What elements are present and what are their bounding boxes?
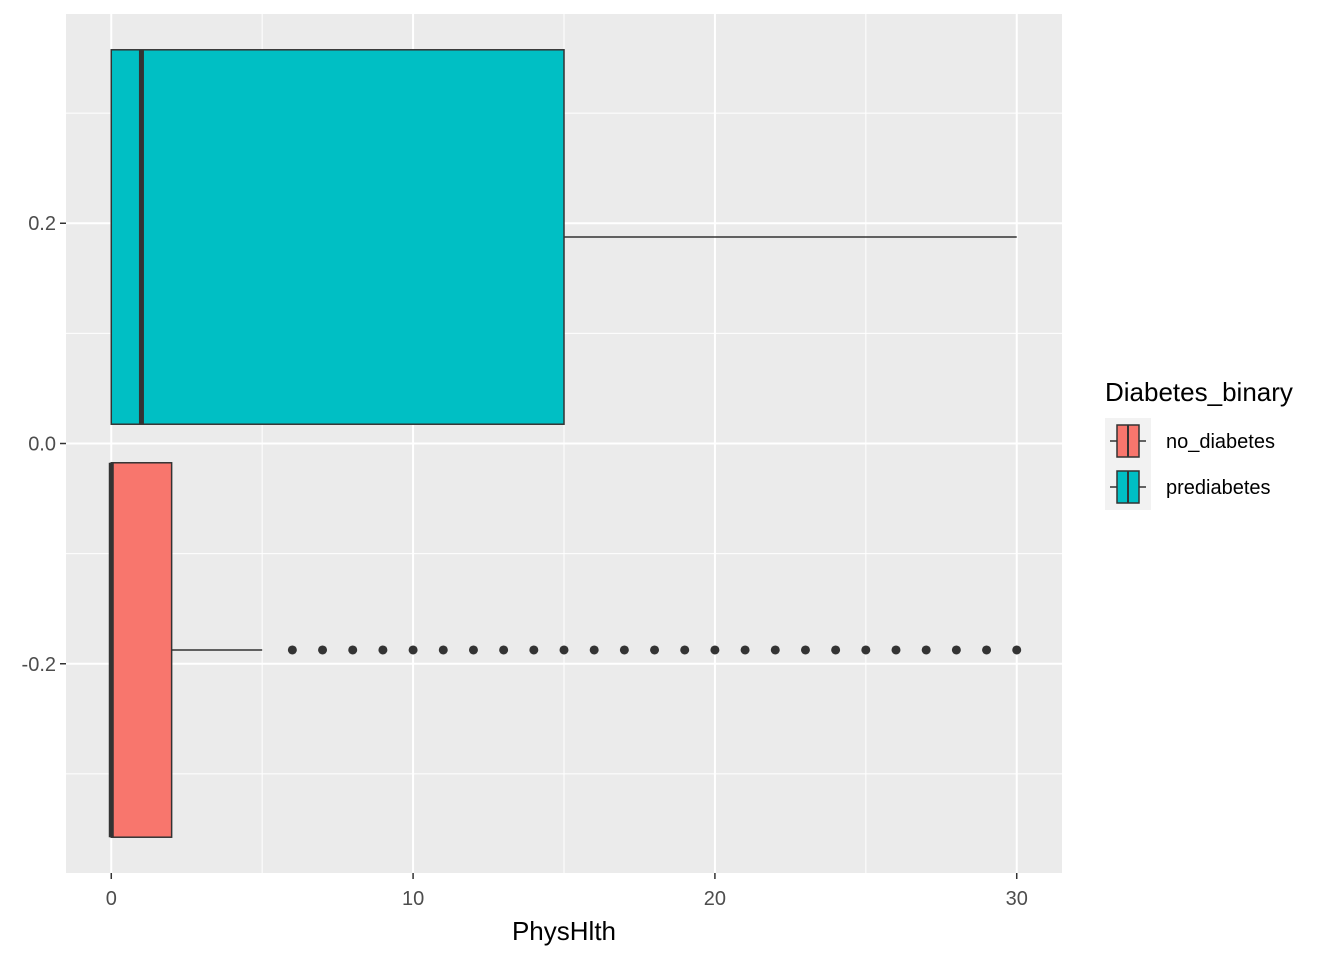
y-tick-label: -0.2 bbox=[22, 654, 56, 676]
box-no_diabetes bbox=[108, 462, 1022, 838]
x-tick-label: 0 bbox=[106, 888, 117, 910]
outlier-point bbox=[680, 645, 690, 655]
outlier-point bbox=[287, 645, 297, 655]
outlier-point bbox=[951, 645, 961, 655]
outlier-point bbox=[831, 645, 841, 655]
outlier-point bbox=[348, 645, 358, 655]
x-tick-label: 10 bbox=[402, 888, 424, 910]
outlier-point bbox=[589, 645, 599, 655]
outlier-point bbox=[438, 645, 448, 655]
iqr-box-no_diabetes bbox=[110, 462, 173, 838]
outlier-point bbox=[650, 645, 660, 655]
x-tick-label: 20 bbox=[704, 888, 726, 910]
outlier-point bbox=[921, 645, 931, 655]
outlier-point bbox=[861, 645, 871, 655]
outlier-point bbox=[891, 645, 901, 655]
outlier-point bbox=[619, 645, 629, 655]
outlier-point bbox=[408, 645, 418, 655]
legend-item-prediabetes: prediabetes bbox=[1105, 464, 1271, 510]
boxes-layer bbox=[108, 49, 1022, 838]
legend-label: no_diabetes bbox=[1166, 431, 1275, 453]
outlier-point bbox=[378, 645, 388, 655]
outlier-point bbox=[499, 645, 509, 655]
legend: Diabetes_binary no_diabetes prediabetes bbox=[1105, 377, 1293, 510]
legend-label: prediabetes bbox=[1166, 477, 1271, 499]
legend-title: Diabetes_binary bbox=[1105, 377, 1293, 407]
outlier-point bbox=[1012, 645, 1022, 655]
legend-item-no_diabetes: no_diabetes bbox=[1105, 418, 1275, 464]
outlier-point bbox=[529, 645, 539, 655]
outlier-point bbox=[982, 645, 992, 655]
outlier-point bbox=[559, 645, 569, 655]
outlier-point bbox=[318, 645, 328, 655]
box-prediabetes bbox=[110, 49, 1017, 425]
x-tick-label: 30 bbox=[1006, 888, 1028, 910]
legend-items: no_diabetes prediabetes bbox=[1105, 418, 1275, 510]
iqr-box-prediabetes bbox=[110, 49, 565, 425]
outlier-point bbox=[710, 645, 720, 655]
outlier-point bbox=[468, 645, 478, 655]
y-axis: -0.2 0.0 0.2 bbox=[22, 213, 66, 676]
x-axis-title: PhysHlth bbox=[512, 916, 616, 946]
y-tick-label: 0.2 bbox=[28, 213, 56, 235]
outlier-point bbox=[740, 645, 750, 655]
x-axis: 0 10 20 30 bbox=[106, 873, 1028, 910]
y-tick-label: 0.0 bbox=[28, 434, 56, 456]
outlier-point bbox=[800, 645, 810, 655]
outlier-point bbox=[770, 645, 780, 655]
